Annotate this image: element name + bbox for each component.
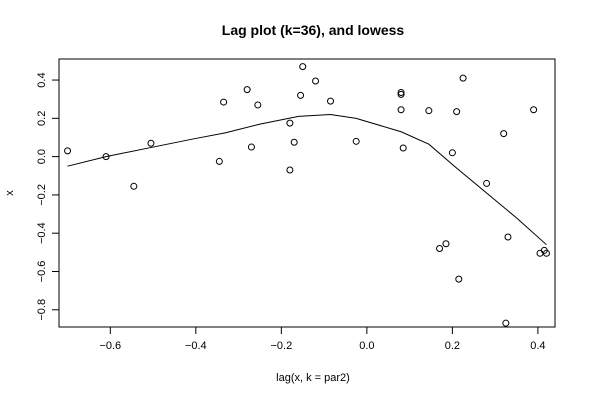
data-point: [425, 107, 433, 115]
data-point: [64, 147, 72, 155]
y-tick-label: 0.4: [36, 72, 48, 87]
data-point: [312, 77, 320, 85]
scatter-points: [64, 63, 550, 327]
data-point: [436, 245, 444, 253]
data-point: [459, 74, 467, 82]
data-point: [327, 97, 335, 105]
data-point: [530, 106, 538, 114]
y-tick-label: −0.2: [36, 184, 48, 206]
data-point: [147, 139, 155, 147]
data-point: [399, 144, 407, 152]
x-tick-label: 0.2: [445, 340, 460, 352]
data-point: [483, 179, 491, 187]
data-point: [500, 130, 508, 138]
x-tick-label: −0.2: [270, 340, 292, 352]
data-point: [448, 149, 456, 157]
data-point: [299, 63, 307, 71]
data-point: [536, 249, 544, 257]
y-axis-label: x: [4, 190, 16, 196]
data-point: [130, 182, 138, 190]
data-point: [297, 91, 305, 99]
x-axis-label: lag(x, k = par2): [276, 372, 350, 384]
y-tick-label: −0.8: [36, 299, 48, 321]
x-tick-label: −0.6: [99, 340, 121, 352]
data-point: [352, 137, 360, 145]
data-point: [102, 153, 110, 161]
data-point: [397, 89, 405, 96]
x-tick-label: −0.4: [185, 340, 207, 352]
data-point: [247, 143, 255, 151]
y-axis: −0.8 −0.6 −0.4 −0.2 0.0 0.2 0.4: [36, 72, 60, 321]
y-tick-label: −0.6: [36, 261, 48, 283]
lowess-line: [67, 114, 547, 246]
data-point: [290, 138, 298, 146]
plot-frame: [58, 58, 556, 328]
data-point: [215, 157, 223, 165]
y-tick-label: −0.4: [36, 222, 48, 244]
data-point: [254, 101, 262, 109]
data-point: [442, 240, 450, 248]
x-tick-label: 0.0: [359, 340, 374, 352]
y-tick-label: 0.2: [36, 111, 48, 126]
data-point: [397, 90, 405, 98]
data-point: [397, 106, 405, 114]
chart-title: Lag plot (k=36), and lowess: [222, 22, 405, 38]
y-tick-label: 0.0: [36, 149, 48, 164]
data-point: [453, 108, 461, 116]
data-point: [455, 275, 463, 283]
data-point: [542, 249, 550, 257]
data-point: [286, 166, 294, 174]
x-tick-label: 0.4: [530, 340, 545, 352]
data-point: [243, 86, 251, 94]
data-point: [504, 233, 512, 241]
data-point: [220, 98, 228, 106]
data-point: [286, 119, 294, 127]
x-axis: −0.6 −0.4 −0.2 0.0 0.2 0.4: [99, 326, 546, 352]
data-point: [502, 319, 510, 327]
